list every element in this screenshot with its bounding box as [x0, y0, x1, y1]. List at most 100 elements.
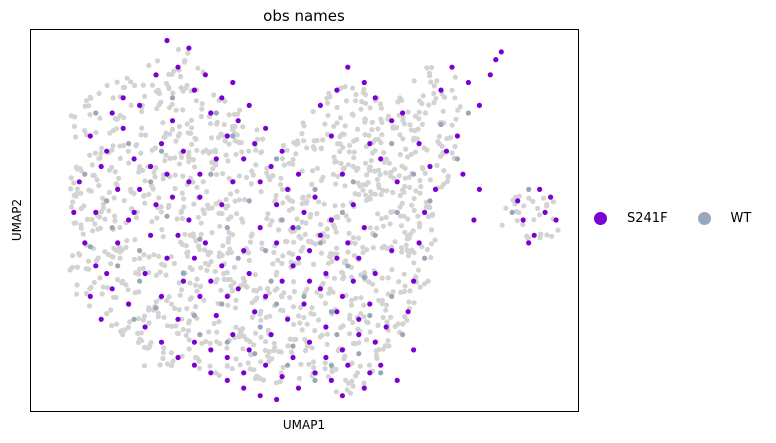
point-s241f: [257, 393, 263, 399]
background-cell: [74, 186, 80, 192]
background-cell: [405, 154, 411, 160]
point-s241f: [191, 255, 197, 261]
background-cell: [133, 270, 139, 276]
background-cell: [249, 231, 255, 237]
background-cell: [308, 239, 314, 245]
background-cell: [254, 295, 260, 301]
background-cell: [369, 119, 375, 125]
background-cell: [198, 283, 204, 289]
point-s241f: [361, 79, 367, 86]
background-cell: [333, 181, 339, 187]
background-cell: [74, 282, 80, 288]
background-cell: [383, 307, 389, 313]
background-cell: [169, 126, 175, 133]
point-s241f: [164, 255, 170, 261]
background-cell: [297, 304, 304, 311]
background-cell: [253, 162, 259, 168]
background-cell: [379, 119, 385, 126]
point-s241f: [82, 240, 88, 246]
background-cell: [225, 302, 231, 308]
background-cell: [181, 204, 187, 210]
background-cell: [251, 342, 257, 348]
background-cell: [146, 254, 152, 260]
point-wt: [93, 110, 99, 116]
background-cell: [390, 189, 396, 195]
background-cell: [356, 191, 362, 198]
background-cell: [160, 120, 166, 126]
background-cell: [194, 288, 200, 294]
background-cell: [455, 107, 461, 113]
background-cell: [118, 328, 124, 335]
point-s241f: [93, 209, 99, 215]
background-cell: [304, 321, 310, 327]
background-cell: [157, 362, 163, 368]
point-s241f: [416, 240, 422, 246]
background-cell: [194, 147, 200, 153]
background-cell: [331, 154, 337, 160]
background-cell: [374, 225, 380, 231]
background-cell: [326, 290, 332, 296]
background-cell: [322, 300, 328, 306]
background-cell: [116, 175, 122, 181]
point-s241f: [71, 209, 77, 215]
background-cell: [356, 340, 362, 346]
background-cell: [249, 314, 255, 320]
background-cell: [303, 220, 309, 226]
background-cell: [361, 314, 367, 320]
background-cell: [296, 313, 302, 319]
point-s241f: [115, 240, 121, 246]
background-cell: [73, 134, 79, 140]
point-s241f: [137, 186, 143, 192]
background-cell: [183, 332, 189, 339]
background-cell: [223, 196, 229, 203]
background-cell: [341, 355, 347, 362]
legend-label-s241f: S241F: [627, 211, 668, 226]
background-cell: [123, 282, 129, 288]
background-cell: [106, 167, 113, 173]
background-cell: [293, 151, 299, 157]
background-cell: [214, 339, 220, 345]
background-cell: [377, 172, 383, 178]
background-cell: [399, 245, 405, 251]
point-s241f: [158, 141, 165, 147]
background-cell: [342, 183, 348, 189]
background-cell: [82, 103, 88, 109]
point-s241f: [328, 217, 334, 223]
background-cell: [100, 195, 106, 201]
background-cell: [440, 108, 446, 114]
background-cell: [324, 341, 330, 347]
point-wt: [345, 263, 351, 269]
background-cell: [397, 151, 403, 158]
background-cell: [154, 105, 160, 112]
background-cell: [243, 174, 249, 181]
background-cell: [220, 243, 226, 249]
point-s241f: [328, 133, 334, 139]
background-cell: [226, 141, 232, 147]
point-wt: [400, 332, 406, 338]
background-cell: [284, 239, 290, 245]
background-cell: [142, 93, 148, 99]
background-cell: [125, 324, 131, 330]
point-s241f: [180, 278, 186, 284]
background-cell: [340, 202, 346, 208]
point-s241f: [120, 95, 126, 101]
background-cell: [555, 227, 561, 233]
background-cell: [200, 149, 206, 155]
background-cell: [288, 349, 295, 355]
point-s241f: [301, 301, 307, 307]
background-cell: [324, 233, 331, 240]
background-cell: [379, 297, 385, 304]
point-wt: [372, 232, 378, 238]
background-cell: [280, 253, 286, 259]
background-cell: [434, 78, 440, 84]
background-cell: [199, 106, 205, 112]
background-cell: [170, 90, 176, 96]
background-cell: [520, 221, 526, 228]
background-cell: [550, 199, 557, 205]
background-cell: [222, 138, 228, 144]
point-wt: [191, 312, 197, 319]
background-cell: [337, 134, 343, 140]
background-cell: [411, 260, 417, 266]
background-cell: [133, 143, 139, 149]
background-cell: [402, 229, 408, 235]
